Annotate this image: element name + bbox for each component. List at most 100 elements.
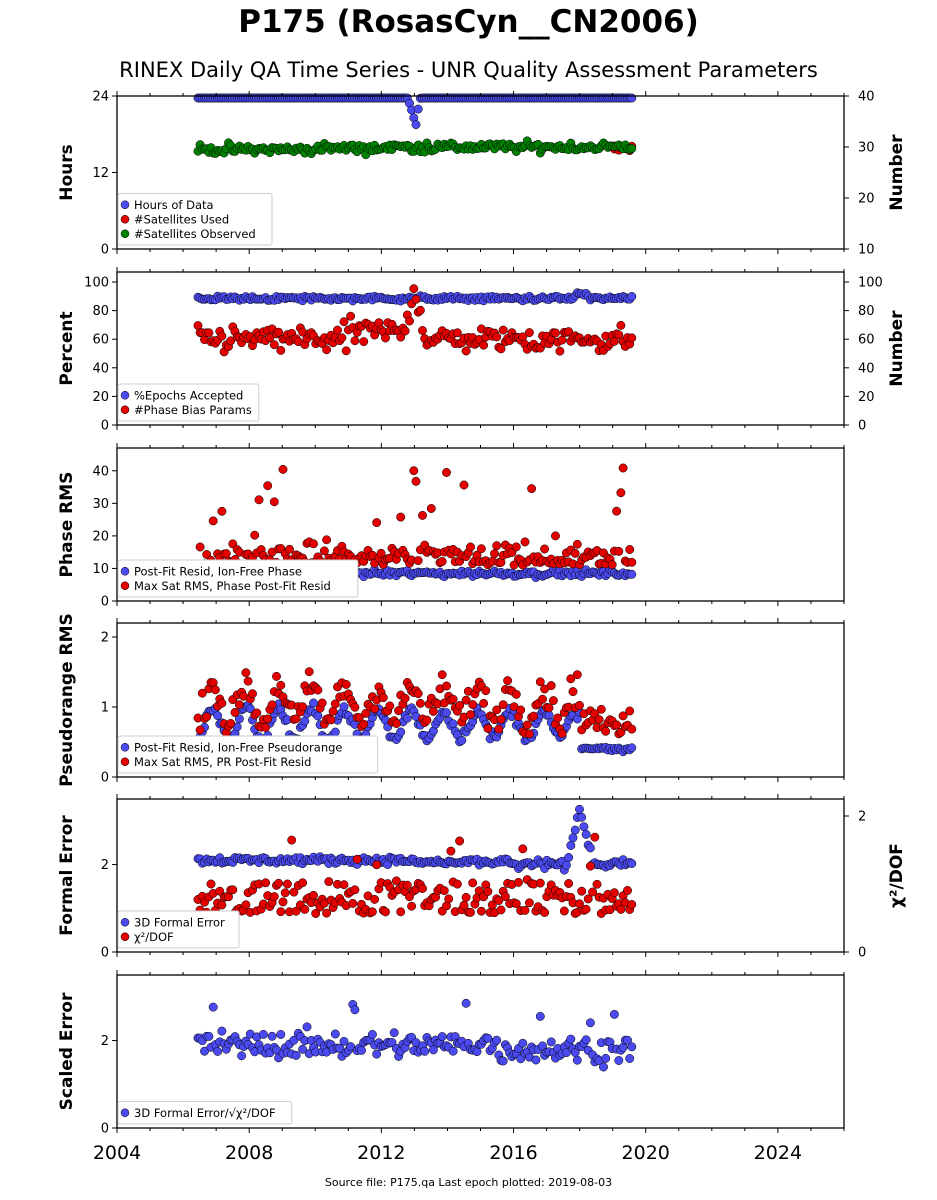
data-point xyxy=(389,1028,399,1038)
data-point xyxy=(529,711,539,721)
right-y-tick-label: 20 xyxy=(858,192,875,207)
legend-label: #Satellites Observed xyxy=(134,227,256,241)
data-point xyxy=(498,700,508,710)
data-point xyxy=(267,700,277,710)
data-point xyxy=(518,1038,528,1048)
data-point xyxy=(444,894,454,904)
data-point xyxy=(612,720,622,730)
right-y-tick-label: 80 xyxy=(858,304,875,319)
data-point xyxy=(269,892,279,902)
legend-marker xyxy=(120,1108,130,1117)
data-point xyxy=(200,1046,209,1056)
data-point xyxy=(217,900,227,910)
data-point xyxy=(263,714,273,724)
data-point xyxy=(616,320,626,330)
data-point xyxy=(234,714,244,724)
data-point xyxy=(535,878,545,888)
data-point xyxy=(276,345,286,355)
data-point xyxy=(241,668,251,678)
data-point xyxy=(415,698,425,708)
data-point xyxy=(269,340,279,350)
data-point xyxy=(276,680,286,690)
data-point xyxy=(298,702,308,712)
data-point xyxy=(625,545,635,554)
data-point xyxy=(627,144,637,153)
series-5-2 xyxy=(193,832,637,918)
data-point xyxy=(309,539,318,549)
panel-6: 0 2 Scaled Error 3D Formal Error/√χ²/DOF xyxy=(57,970,845,1137)
y-tick-label: 2 xyxy=(101,631,109,646)
data-point xyxy=(585,1018,595,1028)
data-point xyxy=(446,846,456,856)
data-point xyxy=(483,1033,493,1043)
data-point xyxy=(607,560,617,570)
data-point xyxy=(614,546,624,556)
data-point xyxy=(498,1056,508,1066)
data-point xyxy=(276,1030,286,1039)
data-point xyxy=(313,711,323,721)
y-tick-label: 1 xyxy=(101,701,109,716)
data-point xyxy=(304,667,314,677)
data-point xyxy=(254,495,264,505)
data-point xyxy=(213,711,223,721)
y-axis-label: Hours xyxy=(57,144,77,201)
data-point xyxy=(311,909,321,918)
data-point xyxy=(313,685,323,695)
data-point xyxy=(269,497,279,507)
data-point xyxy=(457,735,467,745)
data-point xyxy=(566,841,576,850)
data-point xyxy=(592,879,602,889)
data-point xyxy=(274,878,284,888)
data-point xyxy=(577,886,587,896)
data-point xyxy=(339,317,349,327)
data-point xyxy=(230,708,240,717)
data-point xyxy=(359,719,369,729)
data-point xyxy=(627,93,637,103)
data-point xyxy=(300,904,310,914)
x-tick-label: 2004 xyxy=(93,1142,141,1164)
data-point xyxy=(627,743,637,753)
x-tick-label: 2016 xyxy=(489,1142,537,1164)
data-point xyxy=(234,700,244,710)
data-point xyxy=(400,693,410,703)
data-point xyxy=(627,1042,637,1052)
data-point xyxy=(612,506,622,516)
y-axis-label: Percent xyxy=(57,311,77,385)
data-point xyxy=(298,878,308,888)
data-point xyxy=(402,880,412,890)
data-point xyxy=(590,832,600,842)
data-point xyxy=(455,836,465,846)
data-point xyxy=(381,333,390,343)
data-point xyxy=(599,1062,608,1072)
data-point xyxy=(428,706,438,716)
data-point xyxy=(468,700,478,710)
data-point xyxy=(418,510,427,520)
data-point xyxy=(561,860,571,870)
legend-marker xyxy=(120,581,130,590)
x-tick-label: 2024 xyxy=(754,1142,802,1164)
data-point xyxy=(623,886,632,895)
data-point xyxy=(452,328,462,338)
data-point xyxy=(520,905,530,915)
data-point xyxy=(298,1044,308,1054)
y-tick-label: 0 xyxy=(101,1122,109,1137)
legend-label: Max Sat RMS, Phase Post-Fit Resid xyxy=(134,579,331,593)
data-point xyxy=(564,853,574,862)
data-point xyxy=(572,670,582,680)
data-point xyxy=(422,715,432,725)
data-point xyxy=(625,1054,635,1063)
data-point xyxy=(409,466,419,476)
data-point xyxy=(531,1055,541,1065)
data-point xyxy=(601,1053,611,1063)
legend-marker xyxy=(120,757,130,766)
data-point xyxy=(208,1002,218,1012)
y-tick-label: 24 xyxy=(92,90,109,105)
data-point xyxy=(339,1036,349,1046)
data-point xyxy=(627,333,637,343)
data-point xyxy=(437,1032,447,1042)
y-tick-label: 20 xyxy=(92,529,109,544)
data-point xyxy=(572,1055,582,1065)
y-tick-label: 2 xyxy=(101,858,109,873)
data-point xyxy=(518,844,528,854)
